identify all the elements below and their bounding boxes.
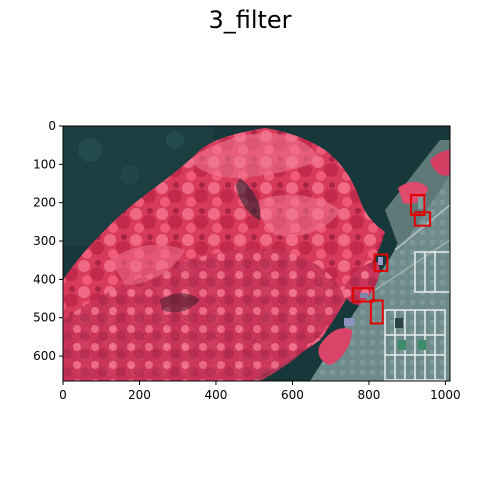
detection-box [409, 194, 426, 216]
detection-box [413, 211, 432, 227]
detection-boxes [351, 194, 432, 325]
x-tick-label: 600 [281, 388, 304, 402]
x-tick-label: 0 [59, 388, 67, 402]
x-tick-label: 400 [205, 388, 228, 402]
x-tick-label: 1000 [430, 388, 461, 402]
y-tick-label: 600 [33, 349, 56, 363]
aerial-image [63, 126, 450, 381]
y-tick-label: 100 [33, 157, 56, 171]
y-tick-label: 200 [33, 196, 56, 210]
figure-title: 3_filter [208, 6, 292, 34]
detection-box [351, 287, 375, 303]
y-tick-label: 500 [33, 311, 56, 325]
axes-frame [62, 125, 451, 382]
y-tick-label: 0 [48, 119, 56, 133]
x-tick-label: 200 [128, 388, 151, 402]
y-tick-label: 300 [33, 234, 56, 248]
detection-box [369, 299, 384, 325]
axis-ticks: 0 200 400 600 800 1000 0 100 200 300 400 500 600 [33, 119, 461, 402]
x-tick-label: 800 [357, 388, 380, 402]
detection-box [373, 253, 389, 272]
y-tick-label: 400 [33, 272, 56, 286]
